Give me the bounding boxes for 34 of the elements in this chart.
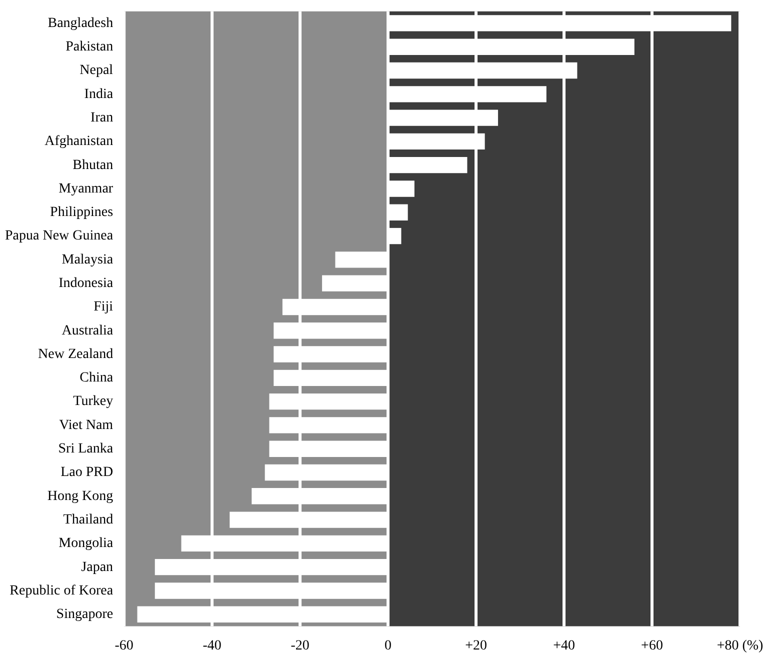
y-tick-label: Myanmar <box>58 181 114 196</box>
x-tick-label: +20 <box>465 638 487 654</box>
y-tick-label: Viet Nam <box>59 418 114 433</box>
y-tick-label: Fiji <box>94 300 114 315</box>
y-tick-label: Lao PRD <box>60 465 114 480</box>
y-tick-label: Pakistan <box>66 40 114 55</box>
y-tick-label: Republic of Korea <box>10 583 114 598</box>
x-tick-label: +40 <box>553 638 575 654</box>
y-tick-label: Bhutan <box>72 158 114 173</box>
x-tick-label: -20 <box>290 638 310 654</box>
x-tick-label: -40 <box>202 638 222 654</box>
y-tick-label: Philippines <box>50 205 114 220</box>
x-tick-label: +60 <box>641 638 663 654</box>
y-tick-label: Papua New Guinea <box>5 228 114 244</box>
y-tick-label: Mongolia <box>58 536 114 552</box>
y-tick-label: India <box>84 86 114 102</box>
y-tick-label: Bangladesh <box>48 16 114 31</box>
y-tick-label: China <box>80 370 114 386</box>
y-tick-label: Japan <box>81 560 114 575</box>
x-tick-label: +80 (%) <box>716 638 764 654</box>
y-tick-label: Turkey <box>73 394 114 410</box>
y-tick-label: Nepal <box>80 63 114 78</box>
y-tick-label: Sri Lanka <box>58 442 114 457</box>
y-tick-label: Iran <box>90 110 114 126</box>
y-tick-label: Afghanistan <box>44 134 114 150</box>
y-tick-label: Australia <box>62 323 114 338</box>
y-tick-label: Thailand <box>63 512 114 528</box>
y-tick-label: Indonesia <box>58 276 114 292</box>
y-tick-label: Hong Kong <box>47 488 114 504</box>
y-tick-label: Malaysia <box>62 252 114 268</box>
x-tick-label: 0 <box>384 638 392 654</box>
x-tick-label: -60 <box>114 638 134 654</box>
y-tick-label: Singapore <box>56 607 114 622</box>
y-tick-label: New Zealand <box>38 346 114 362</box>
